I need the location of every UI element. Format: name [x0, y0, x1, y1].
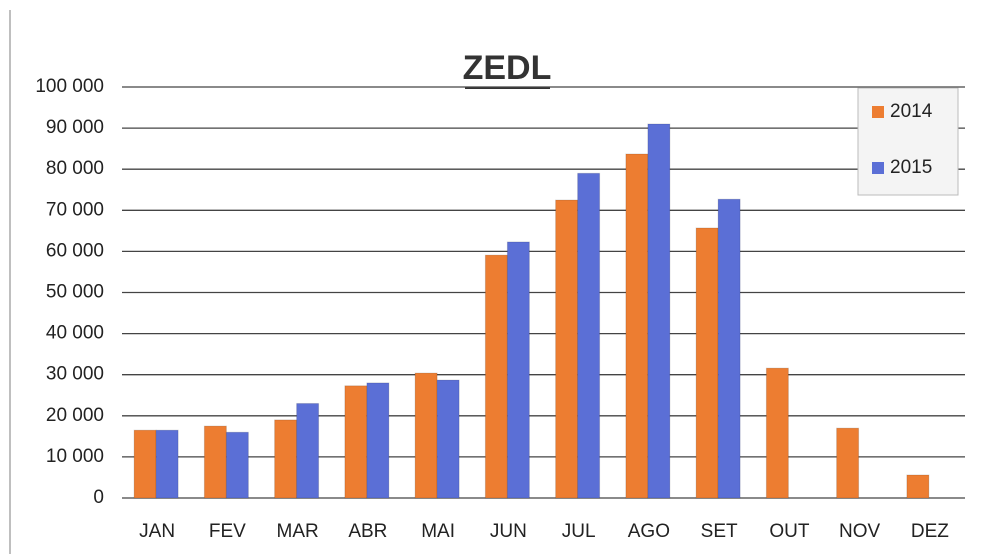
x-tick-label: OUT	[769, 521, 810, 542]
y-tick-label: 60 000	[46, 240, 104, 261]
bar	[155, 429, 179, 499]
bar	[366, 382, 390, 499]
legend-label: 2015	[890, 157, 932, 178]
bar	[695, 227, 719, 499]
x-tick-label: FEV	[209, 521, 246, 542]
legend-box	[857, 87, 959, 196]
bar	[274, 419, 298, 499]
x-tick-label: SET	[701, 521, 738, 542]
y-tick-label: 0	[93, 487, 104, 508]
bar	[555, 199, 579, 499]
x-tick-label: MAI	[421, 521, 455, 542]
y-tick-label: 30 000	[46, 364, 104, 385]
chart-title: ZEDL	[463, 49, 552, 87]
legend-swatch	[872, 106, 884, 118]
bar	[484, 254, 508, 499]
y-tick-label: 20 000	[46, 405, 104, 426]
bar	[414, 372, 438, 499]
bar	[436, 379, 460, 499]
bar	[625, 153, 649, 499]
x-tick-label: ABR	[348, 521, 387, 542]
y-tick-label: 50 000	[46, 282, 104, 303]
x-tick-label: JUL	[562, 521, 596, 542]
x-tick-label: JAN	[139, 521, 175, 542]
x-tick-label: AGO	[628, 521, 670, 542]
legend-swatch	[872, 162, 884, 174]
y-tick-label: 80 000	[46, 158, 104, 179]
bar	[225, 431, 249, 499]
x-tick-label: MAR	[277, 521, 319, 542]
y-tick-label: 10 000	[46, 446, 104, 467]
legend-label: 2014	[890, 101, 933, 122]
bar	[344, 385, 368, 499]
x-tick-label: NOV	[839, 521, 881, 542]
x-tick-label: DEZ	[911, 521, 949, 542]
bar	[717, 198, 741, 499]
bar	[765, 367, 789, 499]
y-tick-label: 100 000	[35, 76, 104, 97]
y-tick-label: 40 000	[46, 323, 104, 344]
bar	[506, 241, 530, 499]
bar	[203, 425, 227, 499]
y-tick-label: 70 000	[46, 199, 104, 220]
bar	[577, 172, 601, 499]
bar	[836, 427, 860, 499]
bar	[296, 402, 320, 499]
bar	[647, 123, 671, 499]
bar	[133, 429, 157, 499]
bar	[906, 474, 930, 499]
y-tick-label: 90 000	[46, 117, 104, 138]
x-tick-label: JUN	[490, 521, 527, 542]
